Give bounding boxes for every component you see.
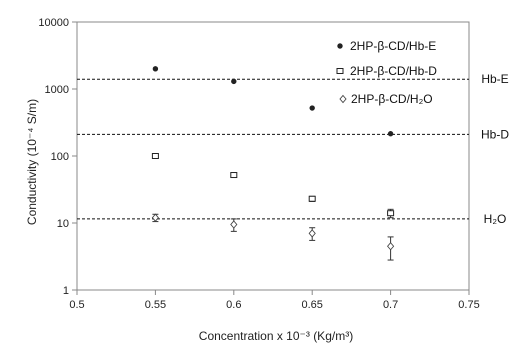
legend-label: 2HP-β-CD/H₂O bbox=[351, 92, 433, 106]
reference-lines-layer: Hb-E Hb-D H₂O bbox=[77, 72, 509, 226]
data-point bbox=[230, 220, 238, 229]
data-point bbox=[231, 78, 237, 85]
legend: 2HP-β-CD/Hb-E 2HP-β-CD/Hb-D 2HP-β-CD/H₂O bbox=[336, 39, 437, 106]
data-point bbox=[309, 105, 315, 111]
legend-marker bbox=[336, 68, 344, 74]
y-tick-label: 100 bbox=[51, 151, 69, 163]
data-series bbox=[152, 66, 394, 137]
x-tick-label: 0.55 bbox=[145, 299, 166, 311]
data-series bbox=[151, 213, 395, 261]
y-tick-label: 1 bbox=[63, 285, 69, 297]
data-point bbox=[387, 131, 394, 137]
data-point bbox=[387, 210, 395, 217]
data-series bbox=[151, 153, 395, 219]
x-tick-label: 0.75 bbox=[458, 299, 479, 311]
data-point bbox=[230, 172, 238, 179]
data-point bbox=[151, 153, 159, 159]
x-tick-label: 0.65 bbox=[301, 299, 322, 311]
legend-item: 2HP-β-CD/Hb-D bbox=[336, 64, 437, 78]
reference-line-label: Hb-E bbox=[481, 72, 508, 86]
legend-label: 2HP-β-CD/Hb-E bbox=[350, 39, 436, 53]
reference-line-label: Hb-D bbox=[481, 127, 509, 141]
data-layer bbox=[151, 66, 395, 261]
data-point bbox=[387, 242, 395, 251]
legend-item: 2HP-β-CD/Hb-E bbox=[337, 39, 436, 53]
legend-label: 2HP-β-CD/Hb-D bbox=[350, 64, 437, 78]
x-tick-label: 0.7 bbox=[383, 299, 398, 311]
x-tick-label: 0.5 bbox=[69, 299, 84, 311]
data-point bbox=[308, 195, 316, 202]
legend-marker bbox=[339, 94, 347, 104]
y-tick-label: 1000 bbox=[45, 84, 69, 96]
y-tick-label: 10 bbox=[57, 218, 69, 230]
data-point bbox=[308, 229, 316, 238]
axes-layer: 1 10 100 1000 10000 0.5 0.55 0.6 0.65 0.7 0.75 bbox=[38, 17, 479, 311]
legend-marker bbox=[337, 43, 343, 49]
x-axis-title: Concentration x 10⁻³ (Kg/m³) bbox=[199, 329, 353, 343]
reference-line-label: H₂O bbox=[484, 212, 507, 226]
y-axis-title: Conductivity (10⁻⁴ S/m) bbox=[25, 99, 39, 225]
legend-item: 2HP-β-CD/H₂O bbox=[339, 92, 433, 106]
y-tick-label: 10000 bbox=[38, 17, 69, 29]
data-point bbox=[151, 213, 159, 222]
x-tick-label: 0.6 bbox=[226, 299, 241, 311]
data-point bbox=[152, 66, 159, 72]
